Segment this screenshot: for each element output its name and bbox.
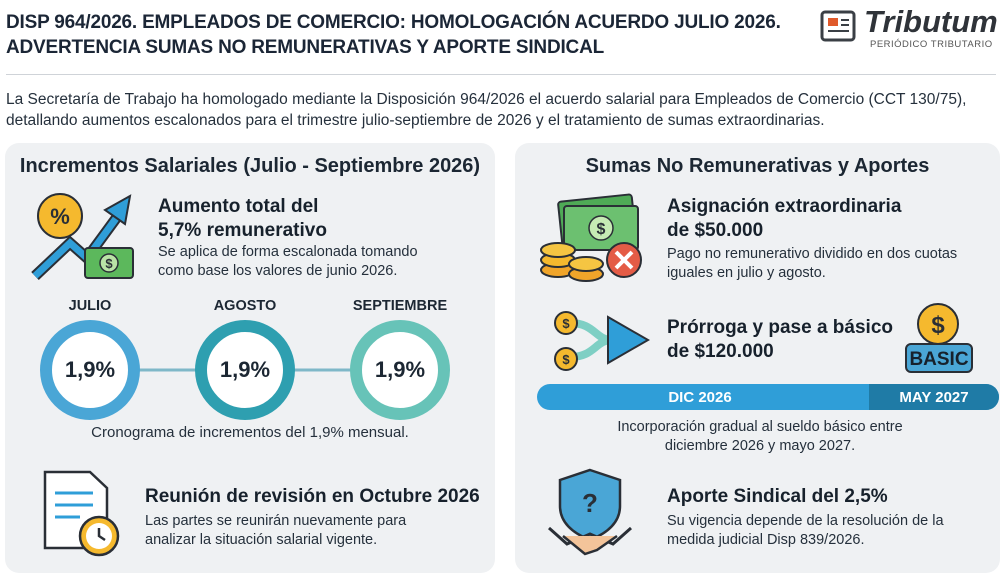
timeline-bar	[537, 384, 999, 410]
logo-tagline: PERIÓDICO TRIBUTARIO	[870, 39, 993, 50]
increase-title: Aumento total del 5,7% remunerativo	[158, 195, 327, 243]
extension-caption: Incorporación gradual al sueldo básico e…	[560, 418, 960, 456]
icon-symbol: $	[597, 221, 606, 238]
extra-icon: $	[540, 193, 642, 282]
title-line: ADVERTENCIA SUMAS NO REMUNERATIVAS Y APO…	[6, 37, 604, 58]
increase-desc: Se aplica de forma escalonada tomando co…	[158, 243, 418, 281]
timeline-label: MAY 2027	[899, 389, 969, 406]
increase-icon: % $	[31, 193, 134, 281]
desc-line: analizar la situación salarial vigente.	[145, 532, 378, 548]
desc-line: como base los valores de junio 2026.	[158, 263, 398, 279]
extra-desc: Pago no remunerativo dividido en dos cuo…	[667, 245, 957, 283]
icon-symbol: ?	[582, 488, 598, 518]
icon-symbol: %	[50, 204, 70, 229]
page: DISP 964/2026. EMPLEADOS DE COMERCIO: HO…	[5, 4, 1000, 573]
review-desc: Las partes se reunirán nuevamente para a…	[145, 512, 406, 550]
union-icon: ?	[548, 468, 632, 556]
title-line: Asignación extraordinaria	[667, 196, 902, 217]
desc-line: iguales en julio y agosto.	[667, 265, 826, 281]
header-title: DISP 964/2026. EMPLEADOS DE COMERCIO: HO…	[6, 10, 781, 60]
desc-line: Se aplica de forma escalonada tomando	[158, 244, 418, 260]
icon-symbol: $	[931, 312, 945, 339]
timeline-label: DIC 2026	[668, 389, 732, 406]
logo-icon	[820, 10, 856, 42]
right-title: Sumas No Remunerativas y Aportes	[585, 155, 930, 177]
intro-line: detallando aumentos escalonados para el …	[6, 112, 825, 129]
left-title: Incrementos Salariales (Julio - Septiemb…	[19, 155, 481, 177]
logo-name: Tributum	[864, 4, 998, 39]
desc-line: Pago no remunerativo dividido en dos cuo…	[667, 246, 958, 262]
icon-symbol: $	[105, 256, 113, 271]
month-label: AGOSTO	[213, 298, 277, 314]
intro: La Secretaría de Trabajo ha homologado m…	[6, 89, 966, 131]
review-title: Reunión de revisión en Octubre 2026	[145, 486, 480, 507]
month-value: 1,9%	[374, 357, 426, 382]
month-value: 1,9%	[219, 357, 271, 382]
review-icon	[43, 470, 120, 557]
title-line: 5,7% remunerativo	[158, 220, 327, 241]
month-label: SEPTIEMBRE	[352, 298, 448, 314]
icon-symbol: $	[562, 352, 570, 367]
intro-line: La Secretaría de Trabajo ha homologado m…	[6, 91, 967, 108]
union-title: Aporte Sindical del 2,5%	[667, 486, 888, 507]
desc-line: Las partes se reunirán nuevamente para	[145, 513, 407, 529]
month-circles	[40, 320, 450, 420]
desc-line: Su vigencia depende de la resolución de …	[667, 513, 944, 529]
extension-icon: $ $	[554, 311, 651, 371]
title-line: Aumento total del	[158, 196, 319, 217]
month-value: 1,9%	[64, 357, 116, 382]
icon-symbol: $	[562, 316, 570, 331]
desc-line: medida judicial Disp 839/2026.	[667, 532, 865, 548]
icon-label: BASIC	[909, 349, 968, 370]
month-label: JULIO	[68, 298, 112, 314]
title-line: Prórroga y pase a básico	[667, 317, 893, 338]
caption-line: diciembre 2026 y mayo 2027.	[664, 438, 856, 454]
divider	[6, 74, 996, 75]
extension-title: Prórroga y pase a básico de $120.000	[667, 316, 893, 364]
title-line: de $120.000	[667, 341, 774, 362]
months-caption: Cronograma de incrementos del 1,9% mensu…	[91, 424, 409, 441]
union-desc: Su vigencia depende de la resolución de …	[667, 512, 944, 550]
title-line: DISP 964/2026. EMPLEADOS DE COMERCIO: HO…	[6, 12, 781, 33]
extra-title: Asignación extraordinaria de $50.000	[667, 195, 901, 243]
caption-line: Incorporación gradual al sueldo básico e…	[617, 419, 903, 435]
title-line: de $50.000	[667, 220, 764, 241]
basic-icon: $ BASIC	[905, 303, 973, 373]
